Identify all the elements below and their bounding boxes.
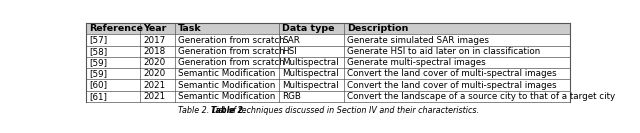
Text: 2017: 2017 [143,36,165,45]
Text: Multispectral: Multispectral [282,81,339,90]
Text: HSI: HSI [282,47,297,56]
Text: Semantic Modification: Semantic Modification [178,69,275,78]
Text: Table 2.: Table 2. [211,106,246,115]
Text: [59]: [59] [89,58,107,67]
Text: Multispectral: Multispectral [282,58,339,67]
Text: 2020: 2020 [143,69,165,78]
Text: [57]: [57] [89,36,107,45]
Text: 2020: 2020 [143,58,165,67]
Text: 2018: 2018 [143,47,165,56]
Text: List of techniques discussed in Section IV and their characteristics.: List of techniques discussed in Section … [80,106,349,115]
Text: Generate HSI to aid later on in classification: Generate HSI to aid later on in classifi… [348,47,541,56]
Text: Year: Year [143,24,166,33]
Text: Description: Description [348,24,409,33]
Text: 2021: 2021 [143,81,165,90]
Text: RGB: RGB [282,92,301,101]
Text: [58]: [58] [89,47,107,56]
Text: Convert the land cover of multi-spectral images: Convert the land cover of multi-spectral… [348,69,557,78]
Text: Convert the landscape of a source city to that of a target city: Convert the landscape of a source city t… [348,92,616,101]
Text: Table 2. List of techniques discussed in Section IV and their characteristics.: Table 2. List of techniques discussed in… [177,106,479,115]
Text: Generate simulated SAR images: Generate simulated SAR images [348,36,490,45]
Bar [86,23,570,34]
Text: Reference: Reference [89,24,143,33]
Text: [60]: [60] [89,81,107,90]
Text: Generation from scratch: Generation from scratch [178,36,285,45]
Text: Generate multi-spectral images: Generate multi-spectral images [348,58,486,67]
Text: [61]: [61] [89,92,107,101]
Text: 2021: 2021 [143,92,165,101]
Text: Convert the land cover of multi-spectral images: Convert the land cover of multi-spectral… [348,81,557,90]
Text: Data type: Data type [282,24,335,33]
Text: [59]: [59] [89,69,107,78]
Text: Table 2. List of techniques discussed in Section IV and their characteristics.: Table 2. List of techniques discussed in… [177,106,479,115]
Text: Generation from scratch: Generation from scratch [178,47,285,56]
Text: Semantic Modification: Semantic Modification [178,92,275,101]
Text: Task: Task [178,24,202,33]
Text: SAR: SAR [282,36,300,45]
Text: Semantic Modification: Semantic Modification [178,81,275,90]
Text: Multispectral: Multispectral [282,69,339,78]
Text: Generation from scratch: Generation from scratch [178,58,285,67]
